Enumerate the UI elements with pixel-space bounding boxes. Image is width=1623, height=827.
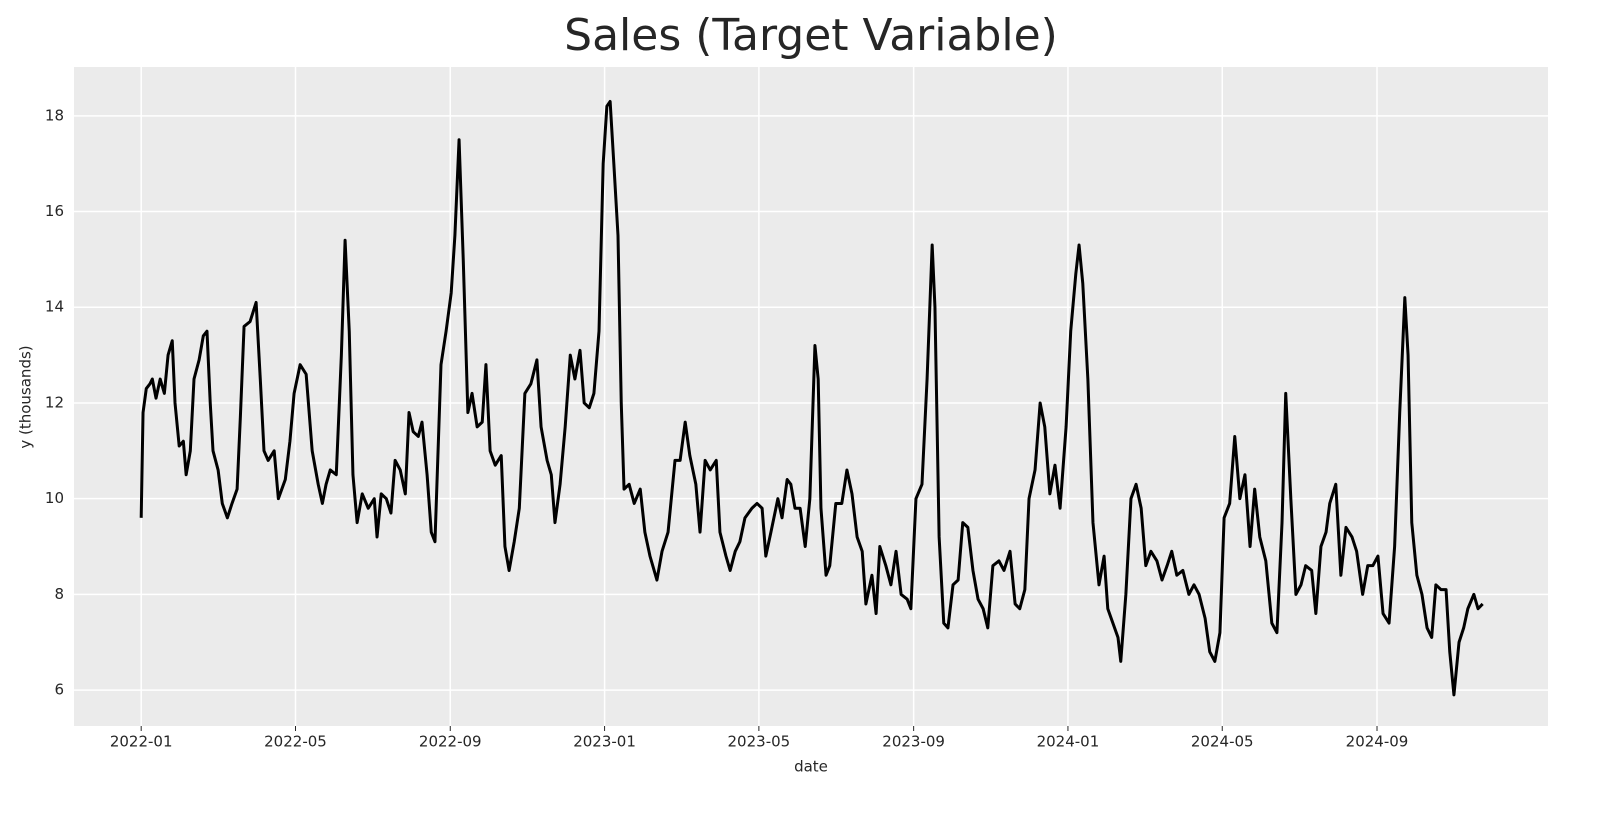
y-tick-label: 10 (45, 489, 64, 507)
x-tick-label: 2024-09 (1346, 733, 1409, 751)
x-tick-label: 2022-09 (419, 733, 482, 751)
y-tick-label: 18 (45, 106, 64, 124)
chart-title: Sales (Target Variable) (564, 10, 1058, 61)
y-tick-label: 14 (45, 298, 64, 316)
y-axis-label: y (thousands) (17, 345, 35, 448)
x-axis-label: date (794, 758, 828, 776)
x-tick-label: 2023-09 (882, 733, 945, 751)
y-tick-label: 16 (45, 202, 64, 220)
x-tick-label: 2022-05 (264, 733, 327, 751)
plot-area (74, 67, 1548, 726)
line-series (139, 99, 1484, 697)
y-tick-label: 12 (45, 393, 64, 411)
y-tick-label: 6 (54, 681, 64, 699)
x-tick-label: 2023-05 (728, 733, 791, 751)
y-tick-label: 8 (54, 585, 64, 603)
x-tick-label: 2024-05 (1191, 733, 1254, 751)
x-tick-label: 2024-01 (1037, 733, 1100, 751)
x-tick-label: 2023-01 (573, 733, 636, 751)
x-tick-label: 2022-01 (110, 733, 173, 751)
